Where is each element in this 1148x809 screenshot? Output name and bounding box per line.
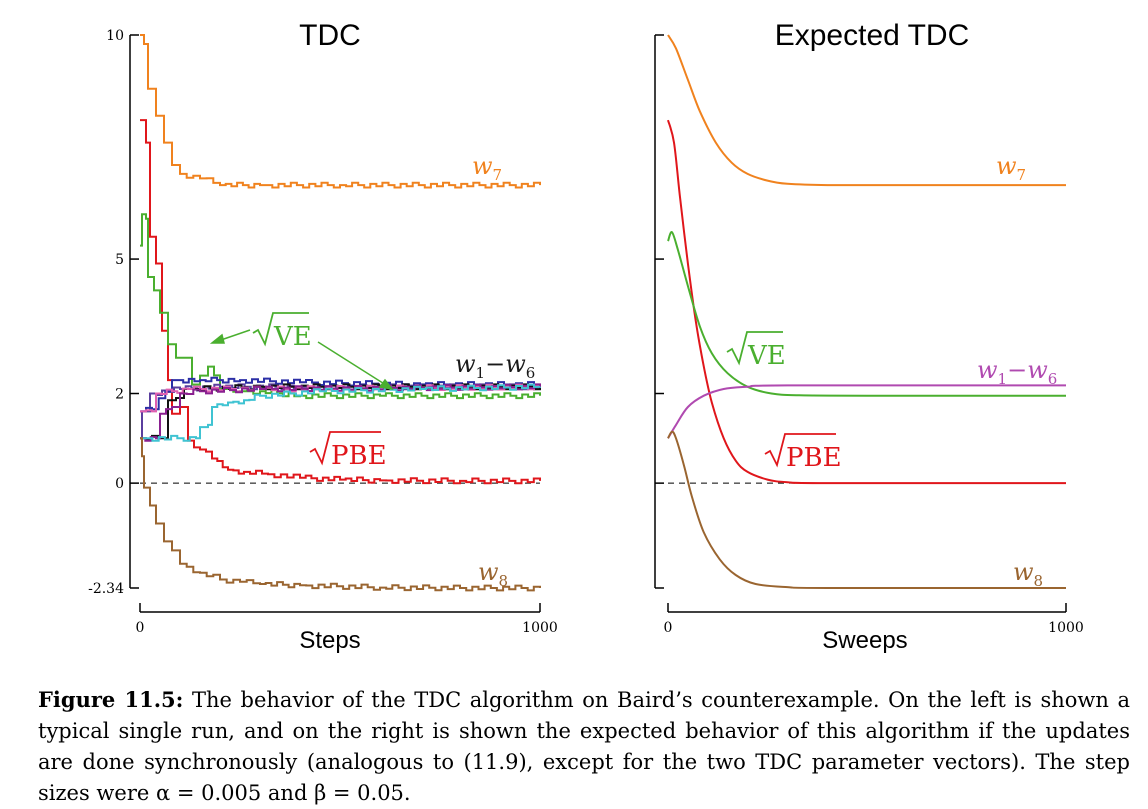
left-x-tick-label: 0 [136,620,145,636]
right-x-tick-label: 1000 [1048,620,1084,636]
right-series-line [667,430,1067,590]
left-series-line [140,34,541,189]
right-label-sqrt-pbe-text: PBE [786,443,842,473]
left-y-tick-label: 5 [115,252,124,268]
right-chart-panel: Expected TDC 0 1000 Sweeps [654,19,1084,654]
left-label-sqrt-ve-text: VE [273,322,312,352]
left-y-tick-label: 0 [115,476,124,492]
right-label-w8: w8 [1013,558,1043,590]
right-chart-title: Expected TDC [775,19,970,52]
left-series-line [140,383,541,442]
left-label-sqrt-pbe-text: PBE [331,441,387,471]
right-label-sqrt-pbe: PBE [764,433,842,473]
left-axes: 10 5 2 0 -2.34 0 1000 [88,28,558,636]
left-series-line [140,213,541,400]
series-labels: w7 w1−w6 w8 VE PBE w7 w1−w6 w8 VE PBE [209,152,1057,590]
left-series-line [140,376,540,413]
left-chart-panel: TDC 10 5 2 0 -2.34 0 1000 Steps [88,19,558,654]
left-series-line [140,119,541,485]
right-series-line [667,34,1066,187]
left-label-w7: w7 [472,152,502,184]
right-axes: 0 1000 [654,34,1084,636]
caption-text: The behavior of the TDC algorithm on Bai… [38,688,1130,805]
left-label-sqrt-ve: VE [252,312,312,352]
right-label-sqrt-ve: VE [726,331,786,371]
left-x-axis-label: Steps [299,627,360,654]
right-series-line [667,384,1067,439]
right-x-tick-label: 0 [664,620,673,636]
left-y-tick-label: 2 [115,387,124,403]
right-series-group [667,34,1067,590]
caption-figure-label: Figure 11.5: [38,687,184,712]
left-series-line [140,437,541,592]
left-series-group [140,34,541,592]
right-series-line [667,119,1067,485]
left-label-sqrt-pbe: PBE [309,431,387,471]
right-x-axis-label: Sweeps [822,627,907,654]
right-label-w1-w6: w1−w6 [977,356,1057,388]
left-x-tick-label: 1000 [522,620,558,636]
left-ve-arrows [209,329,394,391]
right-label-w7: w7 [996,152,1026,184]
figure-caption: Figure 11.5: The behavior of the TDC alg… [38,684,1130,809]
left-label-w8: w8 [478,558,508,590]
right-series-line [667,231,1067,397]
left-chart-title: TDC [299,19,361,52]
right-label-sqrt-ve-text: VE [747,341,786,371]
left-label-w1-w6: w1−w6 [455,350,535,382]
left-y-tick-label: 10 [106,28,124,44]
left-y-tick-label: -2.34 [88,581,124,597]
